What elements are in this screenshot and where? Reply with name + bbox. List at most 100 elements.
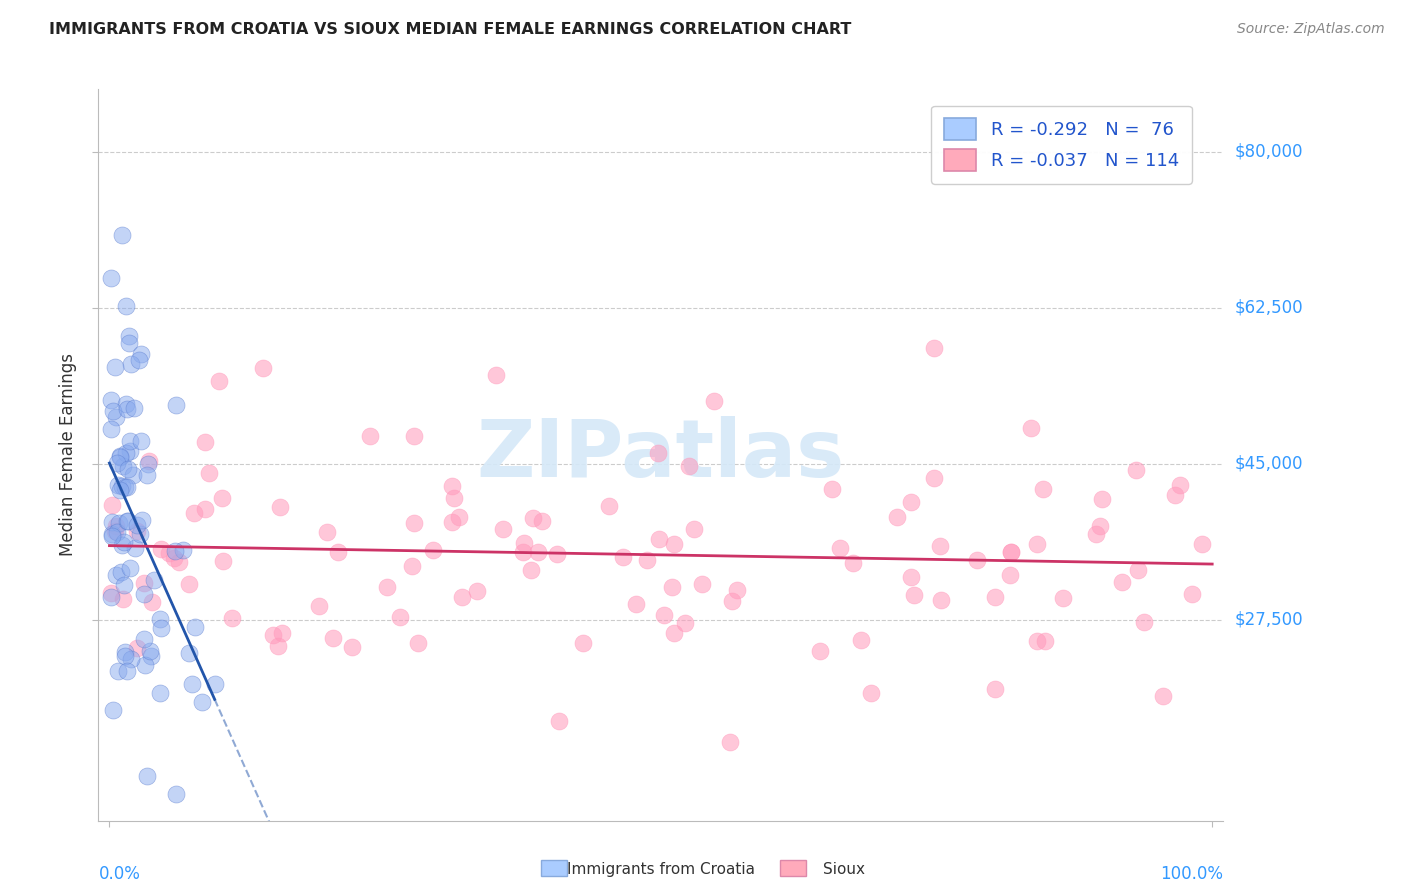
- Point: [105, 519, 128, 533]
- Point: [1000, 545, 1022, 559]
- Point: [120, 652, 142, 666]
- Point: [183, 506, 205, 520]
- Point: [194, 501, 217, 516]
- Point: [115, 299, 138, 313]
- Point: [150, 621, 173, 635]
- Point: [221, 611, 243, 625]
- Point: [678, 458, 700, 473]
- Point: [1170, 478, 1192, 492]
- FancyBboxPatch shape: [541, 860, 567, 876]
- Point: [721, 594, 744, 608]
- Point: [1032, 482, 1054, 496]
- Point: [900, 570, 922, 584]
- Point: [103, 404, 125, 418]
- Text: $45,000: $45,000: [1234, 455, 1303, 473]
- Point: [512, 545, 534, 559]
- Point: [401, 559, 423, 574]
- Point: [328, 545, 350, 559]
- Point: [375, 580, 398, 594]
- Point: [101, 529, 124, 543]
- Point: [652, 608, 675, 623]
- Point: [110, 565, 132, 579]
- Point: [903, 588, 925, 602]
- Point: [262, 627, 284, 641]
- Point: [107, 478, 129, 492]
- Point: [572, 636, 595, 650]
- Point: [673, 616, 696, 631]
- Point: [1091, 491, 1114, 506]
- Point: [149, 685, 172, 699]
- Point: [181, 677, 204, 691]
- Point: [127, 518, 149, 533]
- Point: [111, 458, 134, 473]
- Point: [124, 541, 146, 555]
- Point: [492, 522, 515, 536]
- Point: [519, 563, 541, 577]
- Point: [150, 541, 173, 556]
- Point: [531, 514, 554, 528]
- Point: [922, 471, 945, 485]
- Point: [191, 695, 214, 709]
- Point: [177, 577, 200, 591]
- Text: Sioux: Sioux: [823, 863, 865, 877]
- Point: [269, 500, 291, 515]
- Point: [108, 516, 131, 530]
- Text: $27,500: $27,500: [1234, 611, 1303, 629]
- Point: [141, 595, 163, 609]
- Point: [1026, 537, 1049, 551]
- Text: IMMIGRANTS FROM CROATIA VS SIOUX MEDIAN FEMALE EARNINGS CORRELATION CHART: IMMIGRANTS FROM CROATIA VS SIOUX MEDIAN …: [49, 22, 852, 37]
- Legend: R = -0.292   N =  76, R = -0.037   N = 114: R = -0.292 N = 76, R = -0.037 N = 114: [931, 105, 1192, 184]
- Point: [143, 573, 166, 587]
- Point: [527, 545, 550, 559]
- Point: [134, 658, 156, 673]
- Point: [450, 590, 472, 604]
- Point: [163, 551, 186, 566]
- Point: [682, 522, 704, 536]
- Point: [134, 576, 156, 591]
- Point: [359, 428, 381, 442]
- Point: [624, 597, 647, 611]
- Point: [929, 539, 952, 553]
- Point: [117, 335, 139, 350]
- Point: [467, 583, 489, 598]
- Point: [100, 422, 122, 436]
- Point: [157, 546, 180, 560]
- Point: [966, 552, 988, 566]
- Point: [112, 578, 135, 592]
- Point: [120, 357, 142, 371]
- Point: [105, 410, 128, 425]
- Point: [402, 516, 425, 530]
- Text: 0.0%: 0.0%: [98, 864, 141, 882]
- Point: [612, 549, 634, 564]
- Point: [100, 392, 122, 407]
- Point: [821, 483, 844, 497]
- Point: [690, 577, 713, 591]
- Point: [111, 227, 134, 242]
- Point: [111, 479, 134, 493]
- Point: [842, 556, 865, 570]
- Point: [308, 599, 330, 613]
- Point: [485, 368, 508, 382]
- Point: [100, 590, 122, 604]
- Point: [924, 341, 946, 355]
- Point: [184, 620, 207, 634]
- Point: [271, 625, 294, 640]
- Point: [1052, 591, 1074, 605]
- Point: [929, 593, 952, 607]
- Point: [135, 468, 157, 483]
- Point: [139, 644, 162, 658]
- Point: [1191, 537, 1213, 551]
- Point: [117, 514, 139, 528]
- Point: [1164, 488, 1187, 502]
- Point: [115, 397, 138, 411]
- Point: [108, 483, 131, 498]
- Point: [859, 686, 882, 700]
- Point: [117, 401, 139, 416]
- Point: [316, 525, 339, 540]
- Point: [104, 524, 127, 538]
- Point: [129, 347, 152, 361]
- Text: $62,500: $62,500: [1234, 299, 1303, 317]
- Point: [340, 640, 363, 654]
- Point: [808, 644, 831, 658]
- Point: [443, 491, 465, 506]
